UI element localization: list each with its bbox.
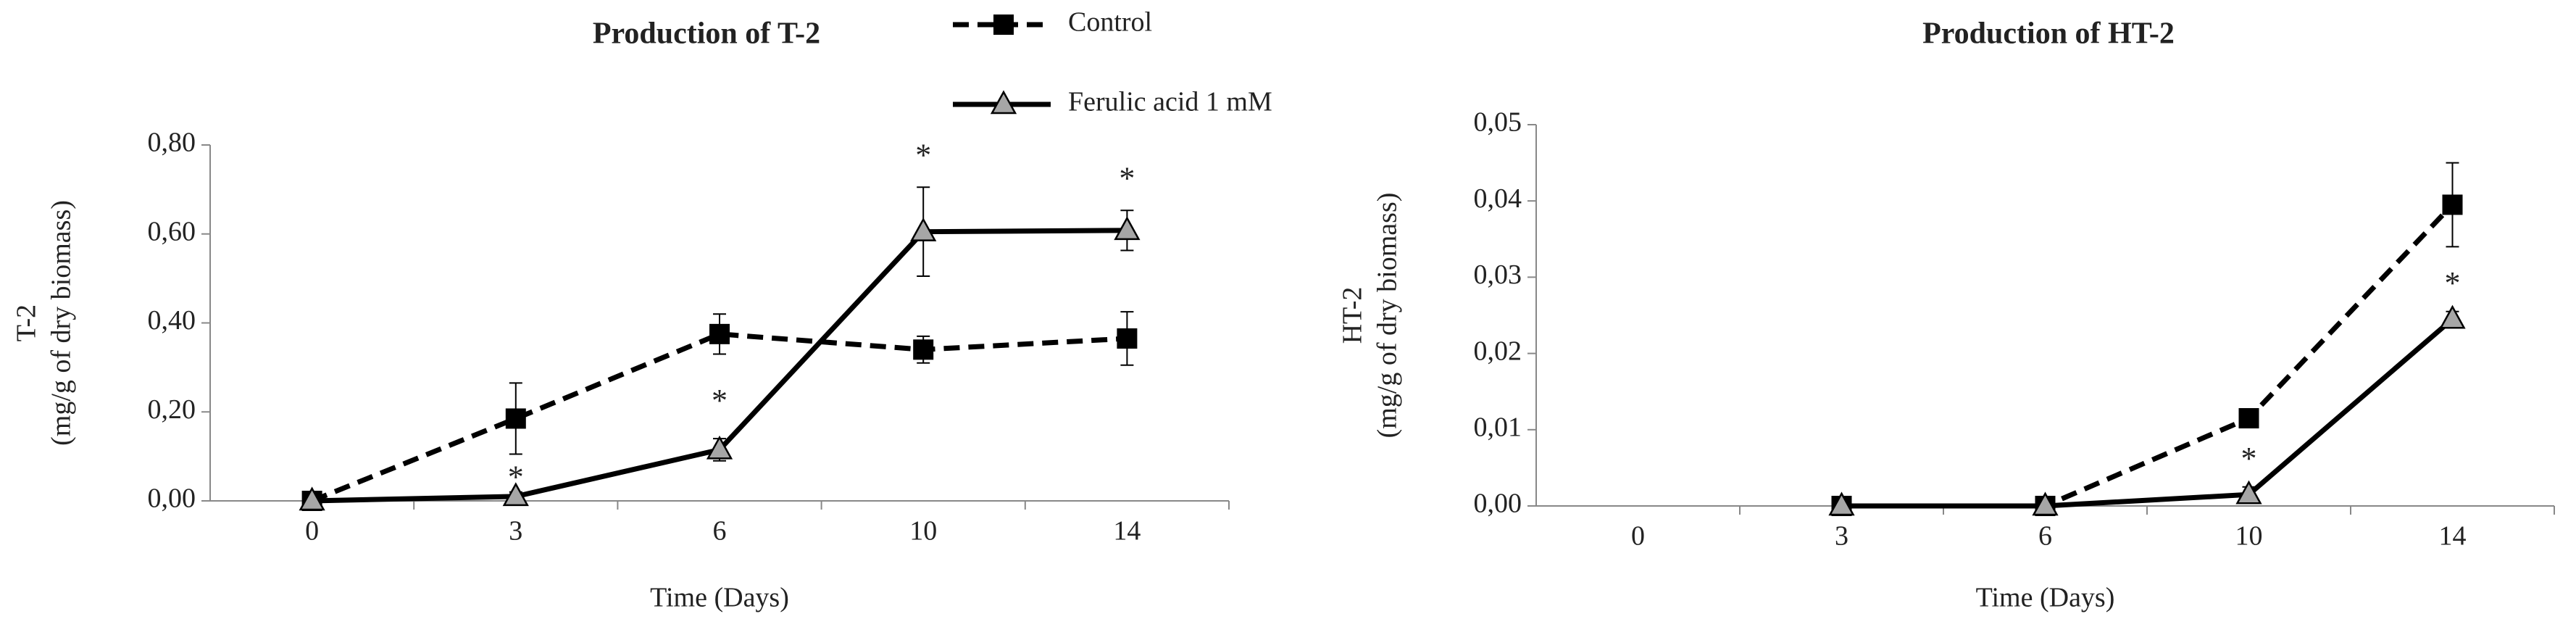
x-axis-label: Time (Days) [1976, 583, 2115, 613]
y-axis-label: (mg/g of dry biomass) [1372, 193, 1403, 439]
x-tick-label: 3 [509, 516, 522, 547]
annotation: * [1119, 160, 1135, 196]
marker [706, 435, 733, 460]
marker [2439, 304, 2466, 329]
marker [993, 14, 1014, 35]
marker [2442, 194, 2463, 215]
series-line [1841, 317, 2454, 509]
marker [502, 482, 529, 507]
y-tick-label: 0,02 [1474, 336, 1522, 366]
x-tick-label: 6 [713, 516, 727, 547]
annotation: * [712, 383, 728, 418]
x-tick-label: 10 [909, 516, 937, 547]
marker [1828, 491, 1855, 516]
marker [2032, 491, 2059, 516]
y-tick-label: 0,04 [1474, 183, 1522, 214]
marker [913, 339, 934, 360]
y-tick-label: 0,80 [148, 128, 196, 158]
x-tick-label: 14 [2439, 521, 2467, 552]
annotation: * [2241, 441, 2257, 476]
y-tick-label: 0,00 [148, 483, 196, 514]
marker [990, 90, 1017, 115]
marker [299, 486, 325, 511]
chart-title: Production of HT-2 [1922, 17, 2175, 51]
x-tick-label: 14 [1113, 516, 1141, 547]
marker [1117, 328, 1138, 349]
chart-title: Production of T-2 [593, 17, 820, 51]
legend-label: Control [1068, 7, 1152, 38]
y-tick-label: 0,05 [1474, 107, 1522, 138]
marker [1114, 216, 1141, 241]
x-tick-label: 3 [1835, 521, 1848, 552]
y-axis-label: HT-2 [1338, 287, 1368, 344]
marker [2238, 408, 2259, 429]
y-axis-label: (mg/g of dry biomass) [46, 200, 77, 446]
annotation: * [508, 460, 524, 495]
y-axis-label: T-2 [12, 304, 42, 341]
y-tick-label: 0,00 [1474, 489, 1522, 519]
series-line [1841, 203, 2455, 509]
x-tick-label: 0 [1631, 521, 1645, 552]
y-tick-label: 0,01 [1474, 412, 1522, 443]
annotation: * [915, 137, 931, 173]
annotation: * [2445, 265, 2461, 301]
legend-label: Ferulic acid 1 mM [1068, 87, 1272, 117]
x-tick-label: 10 [2235, 521, 2263, 552]
chart: Production of T-2 Time (Days) T-2 (mg/g of … [12, 7, 1272, 613]
marker [910, 217, 937, 241]
marker [709, 323, 730, 344]
x-tick-label: 6 [2038, 521, 2052, 552]
y-tick-label: 0,40 [148, 305, 196, 336]
chart: Production of HT-2 Time (Days) HT-2 (mg/g o… [1338, 17, 2555, 613]
marker [505, 408, 526, 429]
y-tick-label: 0,03 [1474, 259, 1522, 290]
x-axis-label: Time (Days) [650, 583, 789, 613]
y-tick-label: 0,60 [148, 216, 196, 246]
x-tick-label: 0 [305, 516, 319, 547]
marker [2235, 480, 2262, 504]
y-tick-label: 0,20 [148, 394, 196, 425]
